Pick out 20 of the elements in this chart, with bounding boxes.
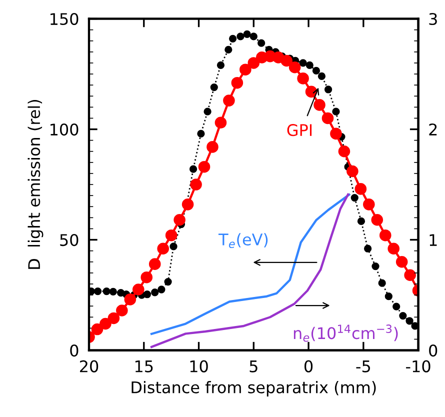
x-tick-label: 20	[80, 360, 98, 372]
y-tick-label: 150	[50, 12, 78, 26]
y-tick-label: 50	[60, 234, 78, 246]
y2-tick-label: 3	[429, 12, 437, 26]
y2-tick-label: 1	[430, 234, 437, 246]
y2-tick-label: 0	[429, 344, 438, 357]
y-tick-label: 0	[70, 344, 78, 357]
x-axis-title: Distance from separatrix (mm)	[132, 381, 376, 396]
x-tick-label: 10	[190, 360, 208, 372]
x-tick-label: 5	[250, 360, 258, 372]
y-axis-title: D light emission (rel)	[28, 100, 44, 269]
x-tick-label: -5	[356, 360, 370, 372]
series-label: T$_{e}$(eV)	[218, 233, 268, 248]
y-tick-label: 100	[50, 123, 78, 136]
series-label: n$_{e}$(10$^{14}$cm$^{−3}$)	[294, 324, 398, 342]
x-tick-label: -10	[406, 360, 430, 372]
series-label: GPI	[287, 124, 312, 136]
x-tick-label: 15	[135, 360, 153, 372]
y2-tick-label: 2	[429, 123, 437, 136]
x-tick-label: 0	[304, 360, 313, 372]
